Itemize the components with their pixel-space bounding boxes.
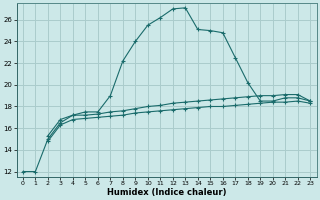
X-axis label: Humidex (Indice chaleur): Humidex (Indice chaleur) — [107, 188, 226, 197]
